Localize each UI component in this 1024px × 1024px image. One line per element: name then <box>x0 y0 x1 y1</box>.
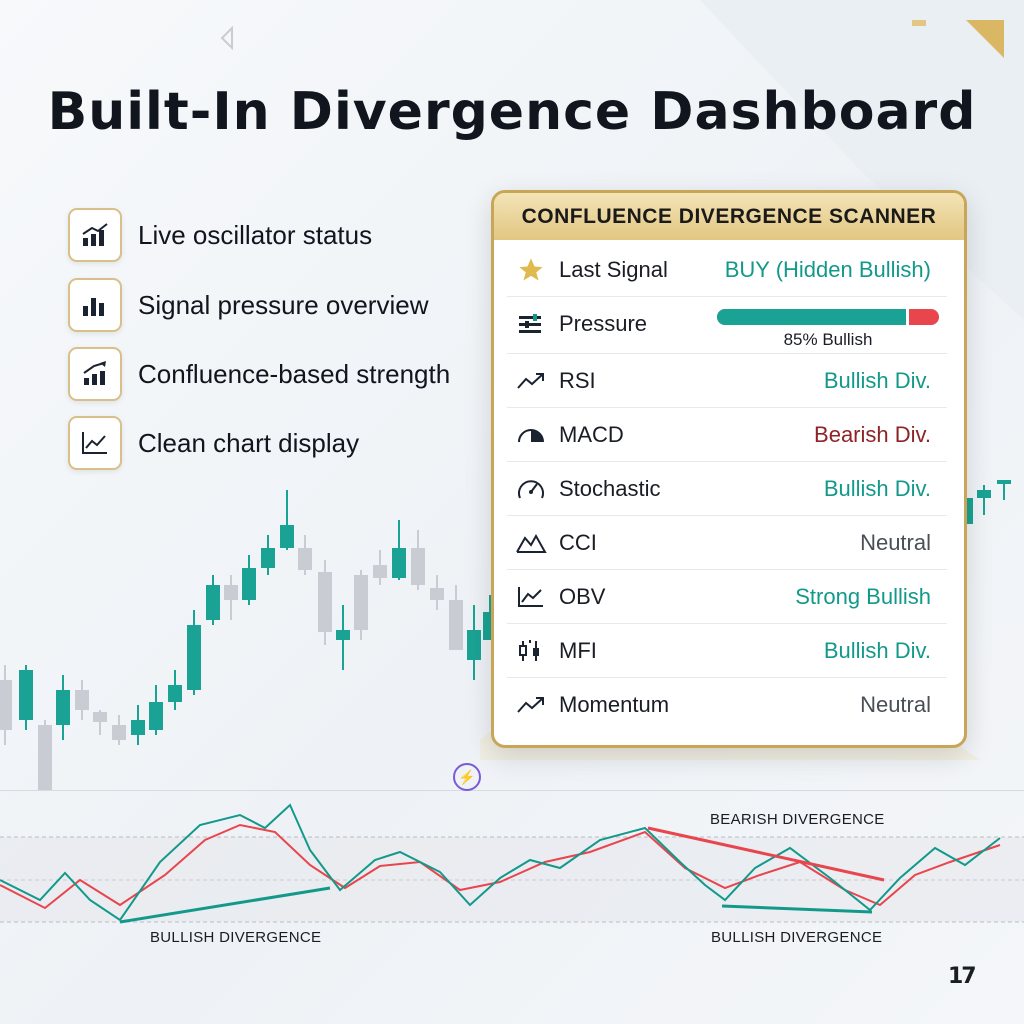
row-label: OBV <box>559 584 606 609</box>
tradingview-logo: 17 <box>948 964 977 989</box>
candle-body <box>75 690 89 710</box>
candle-body <box>149 702 163 730</box>
row-label: RSI <box>559 368 596 393</box>
trend-arrow-icon <box>515 367 547 395</box>
indicator-row: RSI Bullish Div. <box>507 354 947 408</box>
indicator-row: OBV Strong Bullish <box>507 570 947 624</box>
row-label: MFI <box>559 638 597 663</box>
speedometer-icon <box>515 475 547 503</box>
candle-body <box>449 600 463 650</box>
candle-body <box>373 565 387 578</box>
panel-title: CONFLUENCE DIVERGENCE SCANNER <box>494 193 964 240</box>
row-label: CCI <box>559 530 597 555</box>
candle-body <box>131 720 145 735</box>
scanner-panel: CONFLUENCE DIVERGENCE SCANNER Last Signa… <box>491 190 967 748</box>
row-value: Bullish Div. <box>823 476 931 501</box>
last-signal-value: BUY (Hidden Bullish) <box>724 257 931 282</box>
indicator-row: MACD Bearish Div. <box>507 408 947 462</box>
row-value: Bullish Div. <box>823 368 931 393</box>
feature-item: Live oscillator status <box>68 208 372 262</box>
candle-body <box>298 548 312 570</box>
row-label: Stochastic <box>559 476 661 501</box>
gauge-half-icon <box>515 421 547 449</box>
candle-body <box>261 548 275 568</box>
star-icon <box>515 256 547 284</box>
pressure-row: Pressure 85% Bullish <box>507 297 947 354</box>
feature-label: Confluence-based strength <box>138 358 451 389</box>
pressure-bar-fill <box>717 309 909 325</box>
page-title: Built-In Divergence Dashboard <box>47 82 977 142</box>
pressure-text: 85% Bullish <box>783 330 873 349</box>
feature-item: Signal pressure overview <box>68 278 428 332</box>
candle-body <box>242 568 256 600</box>
row-label: Momentum <box>559 692 670 717</box>
bullish-divergence-label: BULLISH DIVERGENCE <box>711 929 883 946</box>
bar-chart-up-icon <box>68 208 122 262</box>
candles-icon <box>515 637 547 665</box>
row-value: Strong Bullish <box>795 584 931 609</box>
mountain-icon <box>515 529 547 557</box>
bearish-divergence-label: BEARISH DIVERGENCE <box>710 811 885 828</box>
signal-line <box>0 823 1001 910</box>
pressure-bar <box>717 309 939 325</box>
candle-body <box>977 490 991 498</box>
bar-chart-icon <box>68 278 122 332</box>
row-label: MACD <box>559 422 624 447</box>
indicator-row: Momentum Neutral <box>507 678 947 731</box>
row-label: Last Signal <box>559 257 668 282</box>
sliders-icon <box>515 310 547 338</box>
feature-item: Clean chart display <box>68 416 359 470</box>
candle-body <box>354 575 368 630</box>
feature-item: Confluence-based strength <box>68 347 450 401</box>
row-label: Pressure <box>559 311 648 336</box>
candle-body <box>187 625 201 690</box>
candle-body <box>467 630 481 660</box>
line-chart-icon <box>68 416 122 470</box>
line-chart-icon <box>515 583 547 611</box>
bullish-divergence-line <box>119 886 331 924</box>
candle-body <box>38 725 52 790</box>
trend-up-arrow-icon <box>68 347 122 401</box>
row-value: Neutral <box>860 692 931 717</box>
candle-body <box>93 712 107 722</box>
row-value: Bullish Div. <box>823 638 931 663</box>
last-signal-row: Last Signal BUY (Hidden Bullish) <box>507 243 947 297</box>
oscillator-line <box>0 803 1001 922</box>
candle-body <box>318 572 332 632</box>
indicator-row: Stochastic Bullish Div. <box>507 462 947 516</box>
candle-body <box>430 588 444 600</box>
candle-body <box>168 685 182 702</box>
row-value: Neutral <box>860 530 931 555</box>
candle-body <box>336 630 350 640</box>
candle-body <box>411 548 425 585</box>
lightning-icon: ⚡ <box>453 763 481 791</box>
candle-body <box>392 548 406 578</box>
indicator-row: CCI Neutral <box>507 516 947 570</box>
feature-label: Clean chart display <box>138 427 360 458</box>
row-value: Bearish Div. <box>814 422 931 447</box>
candle-body <box>19 670 33 720</box>
candle-body <box>0 680 12 730</box>
feature-label: Live oscillator status <box>138 219 373 250</box>
candle-body <box>997 480 1011 484</box>
candle-body <box>280 525 294 548</box>
bullish-divergence-label: BULLISH DIVERGENCE <box>150 929 322 946</box>
candle-body <box>112 725 126 740</box>
price-chart <box>0 480 1024 924</box>
candle-body <box>206 585 220 620</box>
candle-body <box>56 690 70 725</box>
candle-body <box>224 585 238 600</box>
feature-label: Signal pressure overview <box>138 289 429 320</box>
indicator-row: MFI Bullish Div. <box>507 624 947 678</box>
bullish-divergence-line <box>721 904 873 914</box>
trend-arrow-icon <box>515 691 547 719</box>
bearish-divergence-line <box>647 826 885 882</box>
